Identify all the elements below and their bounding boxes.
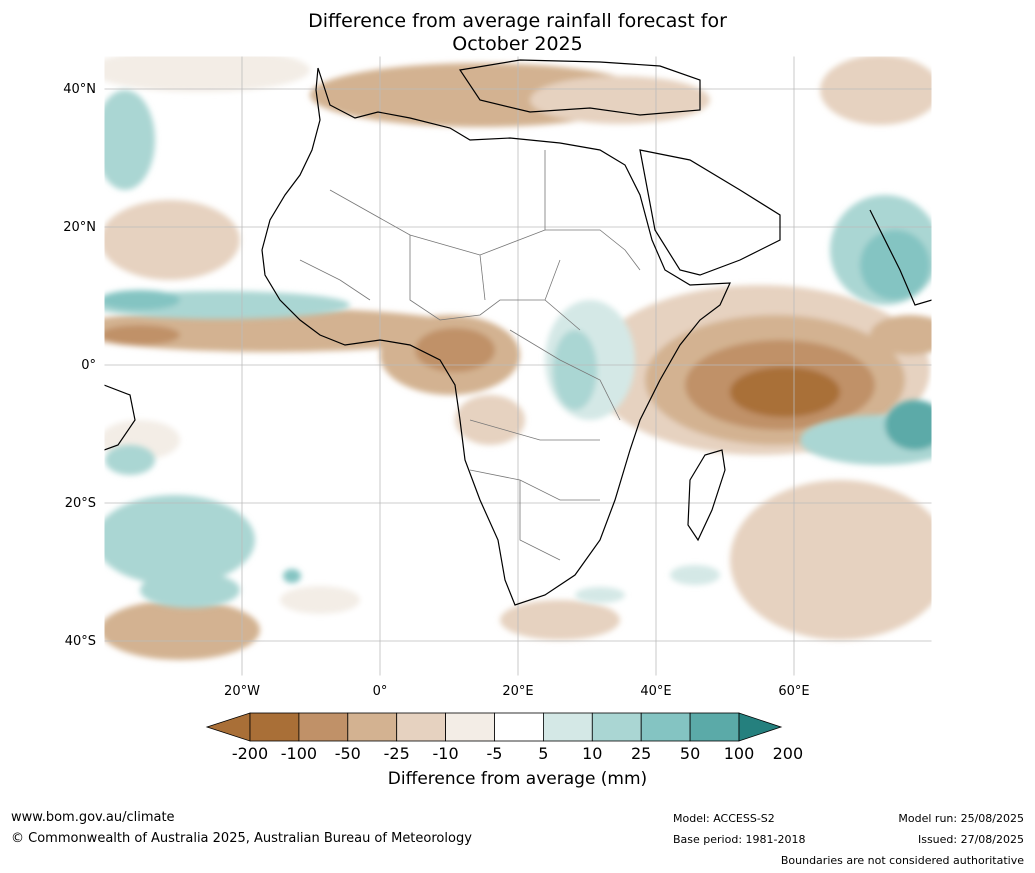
footer-model-run: Model run: 25/08/2025	[898, 812, 1024, 825]
anomaly-field	[104, 56, 932, 676]
footer-copyright: © Commonwealth of Australia 2025, Austra…	[11, 831, 472, 846]
lon-label-60e: 60°E	[778, 684, 810, 699]
footer-base-period: Base period: 1981-2018	[673, 833, 806, 846]
lon-label-40e: 40°E	[640, 684, 672, 699]
colorbar-tick-label: -100	[280, 744, 318, 763]
dry-anomalies	[104, 56, 932, 660]
colorbar-tick-label: 10	[582, 744, 603, 763]
colorbar-tick-label: -5	[486, 744, 503, 763]
colorbar-extend-low	[205, 712, 251, 742]
footer-disclaimer: Boundaries are not considered authoritat…	[780, 854, 1024, 867]
title-line-1: Difference from average rainfall forecas…	[308, 10, 727, 32]
map-border	[103, 55, 933, 677]
colorbar-tick-label: 5	[538, 744, 549, 763]
footer-model: Model: ACCESS-S2	[673, 812, 775, 825]
title-line-2: October 2025	[452, 33, 583, 55]
colorbar-box	[249, 712, 300, 742]
lat-label-40n: 40°N	[63, 82, 96, 97]
colorbar-tick-label: 100	[723, 744, 755, 763]
lon-label-20w: 20°W	[224, 684, 260, 699]
colorbar-box	[543, 712, 593, 742]
colorbar-box	[689, 712, 740, 742]
footer-issued: Issued: 27/08/2025	[917, 833, 1024, 846]
colorbar-box	[396, 712, 447, 742]
colorbar-tick-label: -10	[432, 744, 459, 763]
coastlines	[104, 59, 932, 606]
colorbar-tick-label: -50	[334, 744, 361, 763]
colorbar-box	[347, 712, 398, 742]
graticule	[104, 56, 932, 676]
colorbar-box	[445, 712, 495, 742]
colorbar-box	[298, 712, 349, 742]
colorbar	[205, 712, 783, 742]
wet-anomalies	[104, 90, 932, 608]
colorbar-box	[494, 712, 544, 742]
country-boundaries	[299, 150, 641, 561]
chart-title: Difference from average rainfall forecas…	[0, 10, 1035, 56]
colorbar-label: Difference from average (mm)	[387, 769, 648, 789]
lon-label-0: 0°	[372, 684, 388, 699]
colorbar-box	[591, 712, 642, 742]
colorbar-tick-label: 200	[772, 744, 804, 763]
lat-label-40s: 40°S	[64, 634, 96, 649]
lat-label-20n: 20°N	[63, 220, 96, 235]
lat-label-0: 0°	[81, 358, 96, 373]
lat-label-20s: 20°S	[64, 496, 96, 511]
colorbar-tick-label: -200	[231, 744, 269, 763]
lon-label-20e: 20°E	[502, 684, 534, 699]
colorbar-tick-label: 25	[631, 744, 652, 763]
colorbar-extend-high	[738, 712, 783, 742]
footer-website: www.bom.gov.au/climate	[11, 810, 175, 825]
colorbar-tick-label: -25	[383, 744, 410, 763]
colorbar-box	[640, 712, 691, 742]
colorbar-tick-label: 50	[679, 744, 701, 763]
